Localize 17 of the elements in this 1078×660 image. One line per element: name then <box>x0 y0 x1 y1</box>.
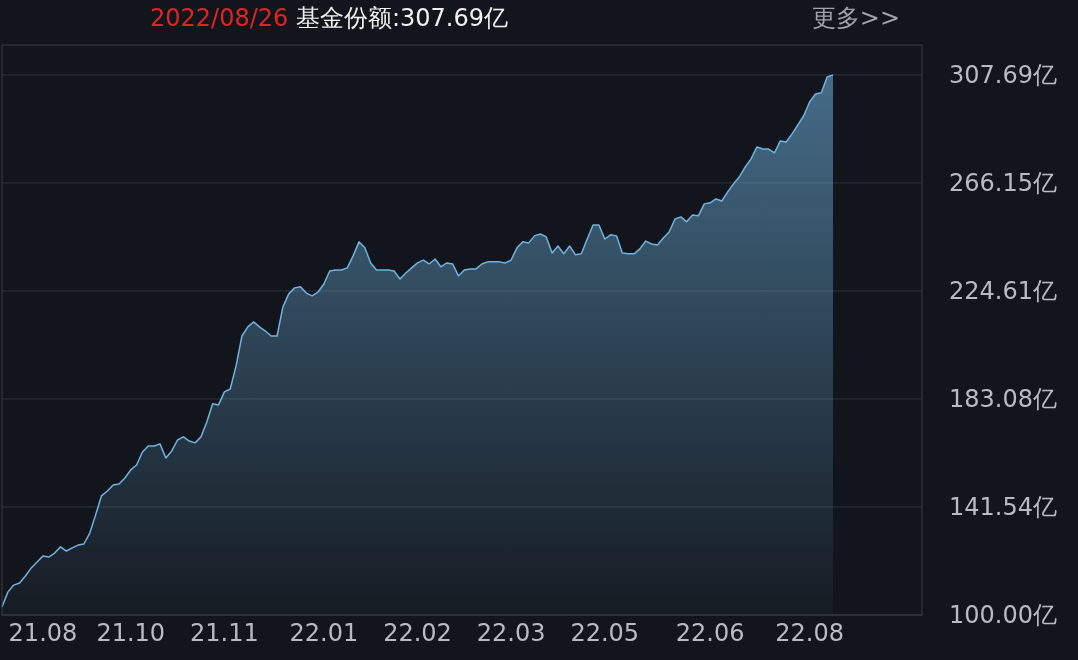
text: 更多>> <box>811 4 900 32</box>
y-tick-label: 307.69亿 <box>949 60 1057 89</box>
x-tick-label: 22.01 <box>289 619 359 647</box>
x-tick-label: 21.08 <box>8 619 78 647</box>
chart-title: 2022/08/26 基金份额:307.69亿 <box>150 4 509 32</box>
y-tick-label: 141.54亿 <box>949 492 1057 521</box>
y-tick-label: 224.61亿 <box>949 276 1057 305</box>
y-tick-label: 183.08亿 <box>949 384 1057 413</box>
x-tick-label: 22.02 <box>383 619 452 647</box>
x-tick-label: 21.11 <box>190 619 259 647</box>
x-tick-label: 22.08 <box>775 619 844 647</box>
y-tick-label: 266.15亿 <box>949 168 1057 197</box>
x-tick-label: 21.10 <box>96 619 166 647</box>
y-tick-label: 100.00亿 <box>949 601 1057 629</box>
x-tick-label: 22.05 <box>570 619 640 647</box>
x-tick-label: 22.03 <box>476 619 546 647</box>
x-tick-label: 22.06 <box>675 619 745 647</box>
